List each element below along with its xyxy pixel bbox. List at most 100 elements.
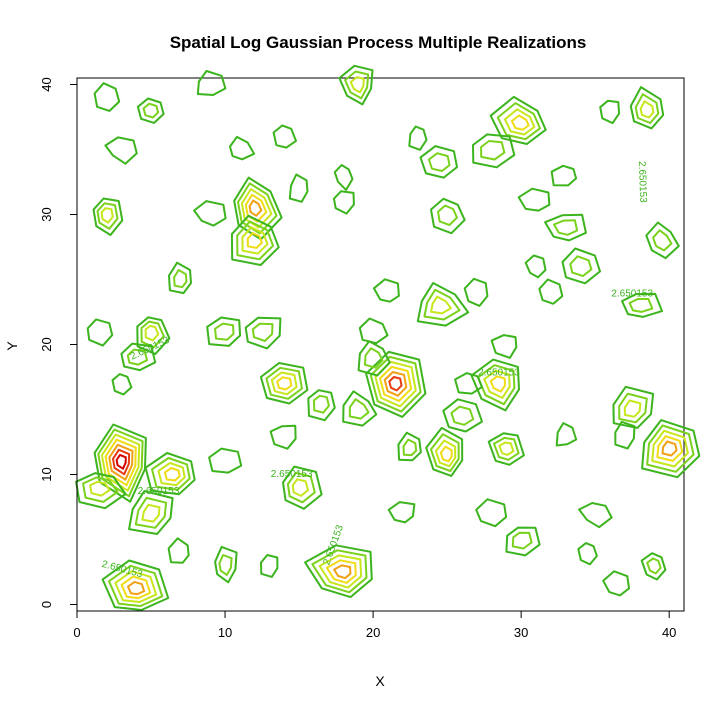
contour-line (288, 173, 309, 203)
contour-line (229, 135, 256, 161)
contour-line (357, 340, 391, 377)
chart-title: Spatial Log Gaussian Process Multiple Re… (170, 33, 587, 52)
contour-line (374, 360, 417, 408)
contour-line (92, 197, 124, 236)
contour-line (276, 376, 293, 391)
contour-line (646, 424, 695, 473)
contour-line (134, 496, 168, 529)
contour-line (312, 394, 330, 414)
contour-line (634, 93, 660, 124)
contour-line (318, 554, 363, 589)
contour-line (237, 182, 278, 235)
contour-line (475, 498, 508, 528)
contour-line (489, 375, 506, 393)
contour-line (93, 423, 147, 503)
contour-line (612, 385, 655, 429)
contour-line (144, 324, 160, 342)
contour-line (265, 366, 303, 400)
contour-line (641, 419, 701, 479)
contour-line (489, 95, 547, 145)
contour-line (218, 554, 233, 576)
contour-line (646, 557, 662, 575)
contour-line (260, 554, 279, 578)
contour-line (282, 465, 323, 510)
contour-line (100, 207, 114, 224)
contour-line (96, 202, 119, 230)
contour-line (342, 390, 378, 427)
contour-line (272, 124, 297, 149)
contour-line (487, 432, 525, 466)
contour-line (618, 392, 648, 424)
x-tick-label: 40 (662, 625, 676, 640)
contour-line (544, 213, 587, 242)
x-axis-label: X (375, 673, 385, 689)
contour-line (442, 398, 483, 433)
contour-line (244, 193, 268, 223)
contour-line (430, 295, 452, 315)
contour-line (511, 531, 533, 550)
contour-line (140, 320, 165, 349)
contour-line (555, 422, 578, 447)
contour-line (408, 125, 428, 151)
contour-line (450, 405, 475, 426)
contour-line (100, 433, 141, 492)
contour-line (639, 100, 655, 119)
contour-line (86, 318, 114, 347)
contour-line (496, 102, 541, 141)
contour-line (214, 322, 235, 341)
contour-line (344, 70, 370, 100)
contour-line (480, 140, 506, 161)
contour-line (621, 292, 663, 318)
contour-line (291, 478, 309, 497)
contour-line (311, 549, 368, 594)
contour-line (645, 221, 680, 260)
contour-line (75, 472, 127, 510)
contour-line (157, 462, 186, 487)
contour-line (142, 102, 160, 119)
contour-line (214, 545, 238, 584)
contour-line (163, 467, 181, 482)
contour-line (651, 429, 689, 468)
contour-line (577, 542, 598, 566)
contour-line (251, 322, 274, 342)
contour-line (236, 220, 275, 261)
y-tick-label: 40 (39, 77, 54, 91)
contour-line (369, 355, 422, 413)
contour-line (240, 188, 273, 229)
contour-line (416, 282, 470, 327)
contour-line (333, 564, 352, 580)
contour-line (505, 526, 541, 557)
contour-line (652, 229, 673, 252)
x-tick-label: 10 (218, 625, 232, 640)
contour-line (348, 398, 370, 420)
contour-line (402, 438, 418, 457)
contour-line (623, 399, 642, 418)
contour-line (115, 453, 127, 470)
contour-line (483, 369, 511, 399)
contour-line (126, 348, 148, 366)
contour-line (498, 441, 515, 456)
contour-line (128, 490, 174, 535)
contour-line (524, 254, 547, 279)
y-tick-label: 10 (39, 467, 54, 481)
contour-line (388, 376, 403, 392)
contour-line (490, 334, 518, 359)
contour-line (358, 317, 389, 345)
contour-line (136, 97, 165, 124)
contour-line (208, 447, 243, 474)
contour-lines (75, 64, 701, 611)
contour-line (338, 64, 374, 106)
contour-line (454, 372, 483, 395)
contour-line (349, 76, 365, 94)
x-tick-label: 0 (73, 625, 80, 640)
contour-line (614, 420, 636, 450)
contour-line (120, 575, 152, 600)
contour-line (269, 424, 297, 450)
contour-line (578, 502, 613, 529)
contour-line (423, 288, 461, 321)
contour-line (656, 435, 684, 462)
contour-line (244, 316, 282, 350)
y-axis: 0 10 20 30 40 (39, 77, 78, 608)
contour-line (108, 443, 134, 481)
